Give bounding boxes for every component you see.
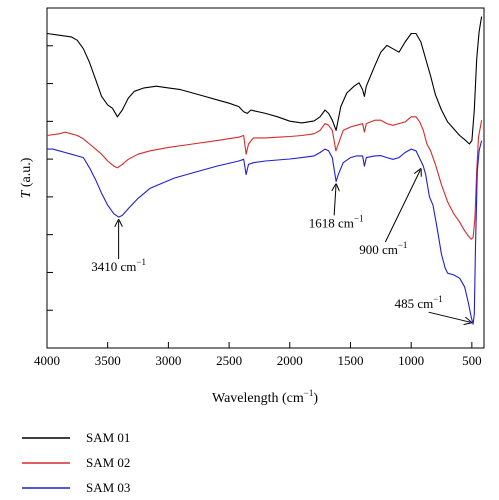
x-tick-label: 2500 (216, 353, 242, 368)
x-tick-label: 1500 (337, 353, 363, 368)
annotation-label: 485 cm−1 (395, 294, 443, 311)
legend-label: SAM 02 (86, 455, 130, 470)
annotation-arrow (384, 170, 420, 243)
annotation-label: 900 cm−1 (359, 240, 407, 257)
series-lines (46, 16, 483, 325)
series-line-sam-01 (46, 16, 483, 145)
x-tick-label: 2000 (277, 353, 303, 368)
x-tick-label: 3000 (155, 353, 181, 368)
x-tick-label: 1000 (398, 353, 424, 368)
annotations: 3410 cm−1 1618 cm−1 900 cm−1 485 cm−1 (91, 170, 470, 322)
legend-label: SAM 03 (86, 480, 130, 495)
annotation-arrow (428, 311, 470, 322)
series-line-sam-02 (46, 116, 483, 240)
plot-frame (46, 7, 485, 349)
annotation-arrow (334, 185, 336, 216)
legend-label: SAM 01 (86, 430, 130, 445)
x-tick-label: 500 (462, 353, 482, 368)
annotation-label: 1618 cm−1 (309, 213, 364, 230)
annotation-label: 3410 cm−1 (91, 257, 146, 274)
x-tick-label: 3500 (95, 353, 121, 368)
y-axis-title: T (a.u.) (19, 157, 34, 198)
legend: SAM 01 SAM 02 SAM 03 (22, 430, 130, 495)
x-tick-label: 4000 (34, 353, 60, 368)
series-line-sam-03 (47, 140, 483, 325)
x-axis-title: Wavelength (cm−1) (212, 388, 318, 406)
axis-ticks: 4000 3500 3000 2500 2000 1500 1000 500 (34, 45, 482, 368)
